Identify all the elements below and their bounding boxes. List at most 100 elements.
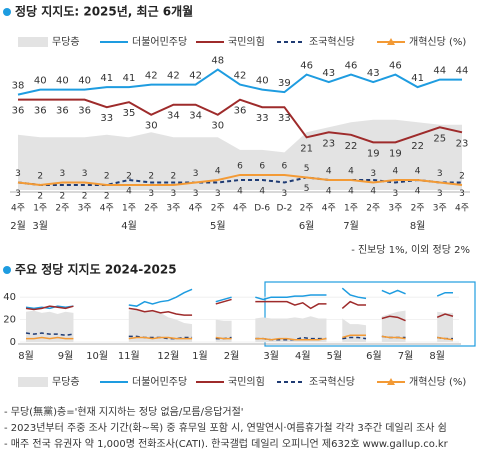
data-label: 38	[12, 81, 25, 92]
legend-swatch	[18, 37, 48, 47]
data-label: 44	[433, 66, 446, 77]
legend-label: 더불어민주당	[132, 376, 187, 388]
x-tick-label: 2월	[224, 350, 240, 362]
legend-label: 국민의힘	[228, 376, 265, 388]
x-tick-label: 12월	[157, 350, 179, 362]
data-label: 33	[278, 113, 291, 124]
x-tick-label: 2주	[366, 203, 380, 214]
data-label: 6	[282, 161, 288, 171]
data-label: 2	[60, 191, 66, 201]
x-tick-label: D-2	[276, 204, 292, 214]
y-tick-label: 0	[10, 337, 16, 348]
data-label: 39	[278, 78, 291, 89]
y-tick-label: 20	[3, 315, 16, 326]
data-label: 3	[148, 189, 154, 199]
data-label: 34	[167, 111, 180, 122]
data-label: 3	[193, 189, 199, 199]
data-label: 3	[459, 189, 465, 199]
data-label: 3	[437, 169, 443, 179]
data-label: 3	[215, 189, 221, 199]
x-tick-label: 8월	[18, 350, 34, 362]
data-label: 4	[215, 166, 221, 176]
data-label: 36	[34, 106, 47, 117]
data-label: 46	[300, 61, 313, 72]
data-label: 4	[259, 186, 265, 196]
data-label: 30	[211, 121, 224, 132]
data-label: 23	[456, 138, 469, 149]
x-tick-label: 4주	[11, 203, 25, 214]
x-tick-label: 9월	[58, 350, 74, 362]
data-label: 3	[393, 189, 399, 199]
footnote: - 무당(無黨)층='현재 지지하는 정당 없음/모름/응답거절'	[4, 405, 244, 418]
month-label: 2월	[10, 220, 26, 232]
data-label: 2	[37, 171, 43, 181]
x-tick-label: 6월	[366, 350, 382, 362]
data-label: 46	[389, 61, 402, 72]
data-label: 21	[300, 143, 313, 154]
data-label: 4	[370, 186, 376, 196]
month-label: 3월	[32, 220, 48, 232]
x-tick-label: 4주	[100, 203, 114, 214]
chart-title: 정당 지지도: 2025년, 최근 6개월	[15, 4, 193, 19]
data-label: 40	[256, 76, 269, 87]
y-tick-label: 40	[3, 292, 16, 303]
data-label: 33	[256, 113, 269, 124]
x-tick-label: 3주	[78, 203, 92, 214]
data-label: 3	[15, 169, 21, 179]
x-tick-label: 11월	[118, 350, 140, 362]
data-label: 3	[282, 189, 288, 199]
data-label: 46	[345, 61, 358, 72]
legend-label: 개혁신당 (%)	[409, 376, 466, 388]
x-tick-label: 1주	[344, 203, 358, 214]
data-label: 43	[322, 68, 335, 79]
data-label: 3	[82, 169, 88, 179]
data-label: 34	[189, 111, 202, 122]
data-label: 36	[12, 106, 25, 117]
data-label: 40	[56, 76, 69, 87]
data-label: 41	[411, 73, 424, 84]
x-tick-label: 8월	[429, 350, 445, 362]
x-tick-label: 10월	[86, 350, 108, 362]
legend-label: 무당층	[52, 36, 80, 48]
data-label: 40	[78, 76, 91, 87]
data-label: 4	[126, 186, 132, 196]
data-label: 4	[393, 166, 399, 176]
footnote: - 매주 전국 유권자 약 1,000명 전화조사(CATI). 한국갤럽 데일…	[4, 438, 449, 450]
data-label: 42	[167, 71, 180, 82]
data-label: 48	[211, 56, 224, 67]
chart-title: 주요 정당 지지도 2024-2025	[15, 262, 177, 277]
data-label: 22	[411, 141, 424, 152]
x-tick-label: 4주	[189, 203, 203, 214]
x-tick-label: 2주	[300, 203, 314, 214]
data-label: 3	[437, 189, 443, 199]
data-label: 42	[145, 71, 158, 82]
x-tick-label: 2주	[55, 203, 69, 214]
data-label: 19	[389, 148, 402, 159]
data-label: 33	[100, 113, 113, 124]
x-tick-label: 1주	[122, 203, 136, 214]
x-tick-label: 4주	[322, 203, 336, 214]
legend-marker	[387, 378, 395, 385]
title-bullet	[3, 8, 11, 16]
data-label: 3	[370, 169, 376, 179]
legend-label: 더불어민주당	[132, 36, 187, 48]
data-label: 2	[37, 191, 43, 201]
month-label: 8월	[410, 220, 426, 232]
data-label: 4	[237, 186, 243, 196]
highlight-box	[264, 281, 476, 347]
legend-swatch	[18, 377, 48, 387]
data-label: 35	[123, 108, 136, 119]
data-label: 36	[56, 106, 69, 117]
month-label: 5월	[210, 220, 226, 232]
legend-label: 조국혁신당	[309, 36, 355, 48]
data-label: 43	[367, 68, 380, 79]
x-tick-label: 4월	[295, 350, 311, 362]
x-tick-label: 3주	[166, 203, 180, 214]
x-tick-label: 2주	[211, 203, 225, 214]
x-tick-label: 4주	[455, 203, 469, 214]
data-label: 41	[123, 73, 136, 84]
data-label: 36	[78, 106, 91, 117]
data-label: 2	[82, 191, 88, 201]
series-line	[17, 68, 462, 96]
